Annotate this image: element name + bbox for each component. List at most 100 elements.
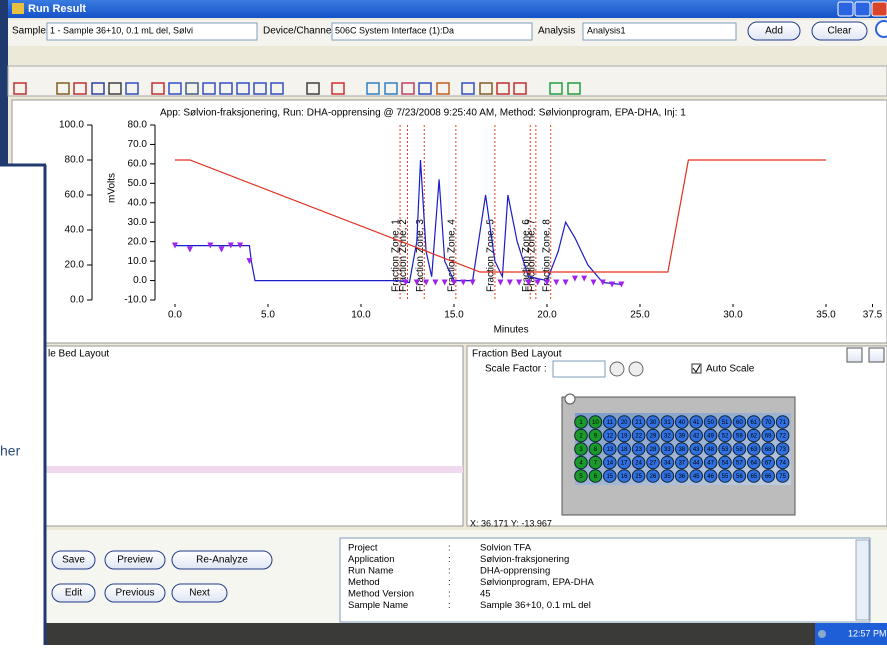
- well-label: 32: [664, 434, 671, 440]
- minimize-button[interactable]: [838, 2, 853, 16]
- x-axis-label: Minutes: [494, 325, 529, 336]
- y-axis-label: mVolts: [107, 173, 118, 203]
- clock: 12:57 PM: [848, 628, 887, 638]
- well-label: 15: [606, 474, 613, 480]
- well-label: 45: [693, 474, 700, 480]
- clear-button-label: Clear: [828, 26, 853, 37]
- y2-tick-label: 20.0: [65, 260, 85, 271]
- well-label: 14: [606, 461, 613, 467]
- x-tick-label: 30.0: [723, 310, 743, 321]
- x-tick-label: 25.0: [630, 310, 650, 321]
- well-label: 65: [750, 474, 757, 480]
- action-button-label: Save: [62, 555, 85, 566]
- samples-label: Samples: [12, 26, 51, 37]
- well-label: 20: [621, 420, 628, 426]
- well-label: 48: [707, 447, 714, 453]
- scale-input[interactable]: [553, 361, 605, 377]
- well-label: 68: [765, 447, 772, 453]
- add-button-label: Add: [765, 26, 783, 37]
- device-label: Device/Channel: [263, 26, 334, 37]
- slide-text: her: [0, 443, 21, 459]
- nav-next[interactable]: [869, 348, 884, 362]
- auto-scale-label: Auto Scale: [706, 364, 755, 375]
- well-label: 66: [765, 474, 772, 480]
- slide-panel: [0, 165, 45, 645]
- x-tick-label: 0.0: [168, 310, 182, 321]
- well-label: 75: [779, 474, 786, 480]
- background-photo: [45, 623, 815, 645]
- y-tick-label: 60.0: [128, 159, 148, 170]
- scale-label: Scale Factor :: [485, 364, 547, 375]
- well-label: 59: [736, 434, 743, 440]
- well-label: 72: [779, 434, 786, 440]
- well-label: 36: [678, 474, 685, 480]
- nav-prev[interactable]: [847, 348, 862, 362]
- y2-tick-label: 80.0: [65, 155, 85, 166]
- y2-tick-label: 60.0: [65, 190, 85, 201]
- x-tick-label: 35.0: [816, 310, 836, 321]
- y2-tick-label: 100.0: [59, 120, 84, 131]
- info-scrollbar[interactable]: [856, 540, 869, 620]
- well-label: 60: [736, 420, 743, 426]
- well-label: 42: [693, 434, 700, 440]
- zoom-out[interactable]: [610, 362, 624, 376]
- y-tick-label: 70.0: [128, 139, 148, 150]
- well-label: 27: [650, 461, 657, 467]
- fraction-bed-title: Fraction Bed Layout: [472, 349, 562, 360]
- well-label: 63: [750, 447, 757, 453]
- y-tick-label: 10.0: [128, 256, 148, 267]
- info-cell: Sample 36+10, 0.1 mL del: [480, 600, 591, 611]
- zoom-in[interactable]: [629, 362, 643, 376]
- well-label: 58: [736, 447, 743, 453]
- well-label: 74: [779, 461, 786, 467]
- title-bar: [8, 0, 887, 18]
- well-label: 54: [722, 461, 729, 467]
- well-label: 38: [678, 447, 685, 453]
- info-cell: Method: [348, 577, 380, 588]
- well-label: 64: [750, 461, 757, 467]
- screenshot: Run Result Samples1 - Sample 36+10, 0.1 …: [0, 0, 887, 645]
- well-label: 52: [722, 434, 729, 440]
- maximize-button[interactable]: [855, 2, 870, 16]
- well-label: 51: [722, 420, 729, 426]
- y-tick-label: 80.0: [128, 120, 148, 131]
- well-label: 34: [664, 461, 671, 467]
- well-label: 21: [635, 420, 642, 426]
- well-label: 24: [635, 461, 642, 467]
- x-tick-label: 37.5: [863, 310, 883, 321]
- info-box: [340, 538, 870, 622]
- well-label: 47: [707, 461, 714, 467]
- info-cell: :: [448, 589, 451, 600]
- well-label: 16: [621, 474, 628, 480]
- well-label: 53: [722, 447, 729, 453]
- info-cell: :: [448, 543, 451, 554]
- well-label: 13: [606, 447, 613, 453]
- well-label: 69: [765, 434, 772, 440]
- help-icon[interactable]: [876, 21, 887, 37]
- tray-icon: [818, 630, 826, 638]
- well-label: 12: [606, 434, 613, 440]
- well-label: 46: [707, 474, 714, 480]
- well-label: 61: [750, 420, 757, 426]
- action-button-label: Previous: [116, 588, 155, 599]
- well-label: 30: [650, 420, 657, 426]
- action-button-label: Re-Analyze: [196, 555, 248, 566]
- info-cell: 45: [480, 589, 491, 600]
- well-label: 28: [650, 447, 657, 453]
- y-tick-label: 50.0: [128, 178, 148, 189]
- well-label: 62: [750, 434, 757, 440]
- info-cell: Sølvion-fraksjonering: [480, 554, 569, 565]
- well-label: 41: [693, 420, 700, 426]
- window-title: Run Result: [28, 3, 86, 15]
- sample-bed-pane: [45, 346, 463, 526]
- well-label: 23: [635, 447, 642, 453]
- well-label: 19: [621, 434, 628, 440]
- info-cell: :: [448, 554, 451, 565]
- well-label: 57: [736, 461, 743, 467]
- info-cell: :: [448, 600, 451, 611]
- close-button[interactable]: [872, 2, 887, 16]
- analysis-label: Analysis: [538, 26, 575, 37]
- info-cell: Sample Name: [348, 600, 408, 611]
- y2-tick-label: 0.0: [70, 295, 84, 306]
- well-label: 35: [664, 474, 671, 480]
